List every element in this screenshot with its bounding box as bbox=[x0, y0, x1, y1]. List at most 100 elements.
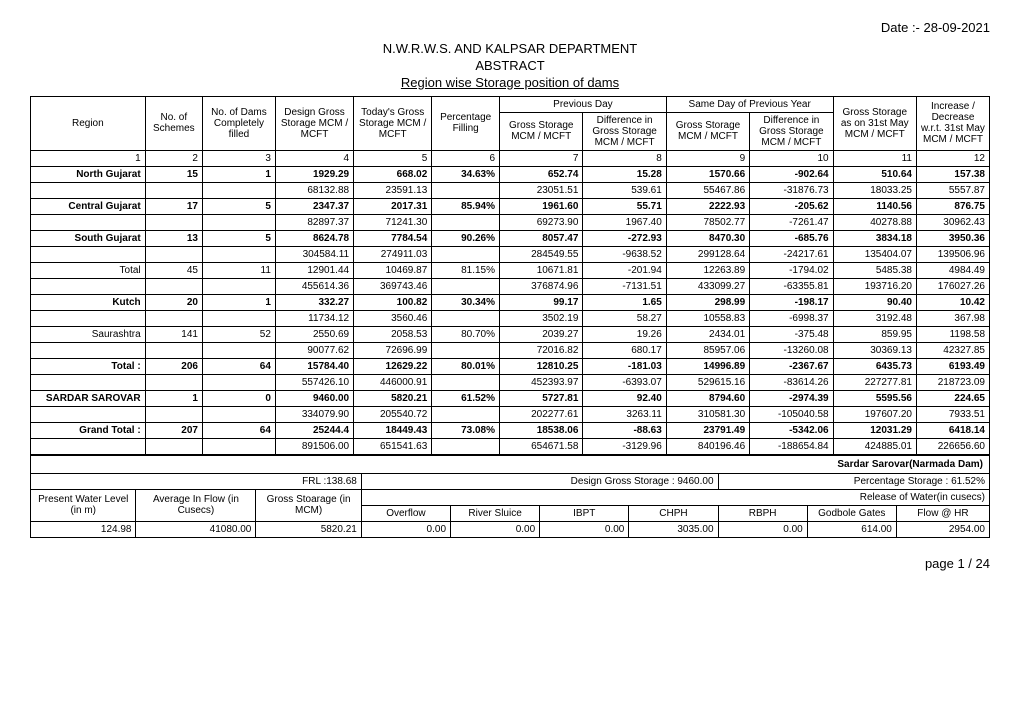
cell-c9: 299128.64 bbox=[666, 246, 749, 262]
cell-c11: 40278.88 bbox=[833, 214, 916, 230]
cell-c3 bbox=[202, 310, 275, 326]
cell-c9: 8470.30 bbox=[666, 230, 749, 246]
cell-c3: 64 bbox=[202, 422, 275, 438]
cell-region: Saurashtra bbox=[31, 326, 146, 342]
cell-c10: -685.76 bbox=[750, 230, 833, 246]
cell-c6 bbox=[432, 246, 500, 262]
ss-flowhr: 2954.00 bbox=[896, 521, 989, 537]
cell-c2: 141 bbox=[145, 326, 202, 342]
cell-c6: 80.70% bbox=[432, 326, 500, 342]
table-row: Total451112901.4410469.8781.15%10671.81-… bbox=[31, 262, 990, 278]
cell-c5: 369743.46 bbox=[354, 278, 432, 294]
cell-c2 bbox=[145, 342, 202, 358]
cell-c9: 310581.30 bbox=[666, 406, 749, 422]
cell-c12: 367.98 bbox=[916, 310, 989, 326]
hdr-region: Region bbox=[31, 96, 146, 150]
cell-c6 bbox=[432, 342, 500, 358]
cell-c3: 1 bbox=[202, 294, 275, 310]
cell-c5: 274911.03 bbox=[354, 246, 432, 262]
colnum: 4 bbox=[275, 150, 353, 166]
cell-c5: 10469.87 bbox=[354, 262, 432, 278]
table-row: Kutch201332.27100.8230.34%99.171.65298.9… bbox=[31, 294, 990, 310]
colnum: 10 bbox=[750, 150, 833, 166]
cell-c3 bbox=[202, 246, 275, 262]
cell-c8: 58.27 bbox=[583, 310, 666, 326]
cell-c4: 2550.69 bbox=[275, 326, 353, 342]
ss-godbole: 614.00 bbox=[807, 521, 896, 537]
ss-rbph: 0.00 bbox=[718, 521, 807, 537]
hdr-rbph: RBPH bbox=[718, 505, 807, 521]
cell-c6 bbox=[432, 182, 500, 198]
page-number: page 1 / 24 bbox=[30, 556, 990, 571]
report-date: Date :- 28-09-2021 bbox=[30, 20, 990, 35]
hdr-godbole: Godbole Gates bbox=[807, 505, 896, 521]
cell-c12: 5557.87 bbox=[916, 182, 989, 198]
hdr-ibpt: IBPT bbox=[540, 505, 629, 521]
cell-c6: 81.15% bbox=[432, 262, 500, 278]
cell-c11: 197607.20 bbox=[833, 406, 916, 422]
cell-c12: 30962.43 bbox=[916, 214, 989, 230]
cell-c9: 14996.89 bbox=[666, 358, 749, 374]
cell-c4: 1929.29 bbox=[275, 166, 353, 182]
cell-c10: -902.64 bbox=[750, 166, 833, 182]
table-row: North Gujarat1511929.29668.0234.63%652.7… bbox=[31, 166, 990, 182]
colnum: 7 bbox=[500, 150, 583, 166]
cell-region bbox=[31, 278, 146, 294]
cell-c10: -7261.47 bbox=[750, 214, 833, 230]
cell-c4: 25244.4 bbox=[275, 422, 353, 438]
cell-c12: 176027.26 bbox=[916, 278, 989, 294]
cell-c11: 5485.38 bbox=[833, 262, 916, 278]
cell-c2 bbox=[145, 310, 202, 326]
table-row: Saurashtra141522550.692058.5380.70%2039.… bbox=[31, 326, 990, 342]
hdr-gross-31may: Gross Storage as on 31st May MCM / MCFT bbox=[833, 96, 916, 150]
hdr-release: Release of Water(in cusecs) bbox=[361, 489, 989, 505]
cell-c7: 202277.61 bbox=[500, 406, 583, 422]
ss-inflow: 41080.00 bbox=[136, 521, 256, 537]
pct-storage-label: Percentage Storage : 61.52% bbox=[718, 473, 989, 489]
cell-c10: -2974.39 bbox=[750, 390, 833, 406]
hdr-chph: CHPH bbox=[629, 505, 718, 521]
title-abstract: ABSTRACT bbox=[30, 58, 990, 75]
cell-c9: 10558.83 bbox=[666, 310, 749, 326]
cell-c11: 5595.56 bbox=[833, 390, 916, 406]
cell-c4: 334079.90 bbox=[275, 406, 353, 422]
cell-c10: -24217.61 bbox=[750, 246, 833, 262]
cell-c11: 227277.81 bbox=[833, 374, 916, 390]
narmada-table: Sardar Sarovar(Narmada Dam) FRL :138.68 … bbox=[30, 455, 990, 538]
cell-c9: 23791.49 bbox=[666, 422, 749, 438]
hdr-prev-gross: Gross Storage MCM / MCFT bbox=[500, 112, 583, 150]
ss-chph: 3035.00 bbox=[629, 521, 718, 537]
cell-c10: -5342.06 bbox=[750, 422, 833, 438]
cell-c11: 3192.48 bbox=[833, 310, 916, 326]
hdr-prev-day: Previous Day bbox=[500, 96, 667, 112]
table-row: 334079.90205540.72202277.613263.11310581… bbox=[31, 406, 990, 422]
cell-c5: 5820.21 bbox=[354, 390, 432, 406]
cell-c2 bbox=[145, 278, 202, 294]
cell-c2: 13 bbox=[145, 230, 202, 246]
cell-c4: 2347.37 bbox=[275, 198, 353, 214]
cell-c11: 859.95 bbox=[833, 326, 916, 342]
title-subtitle: Region wise Storage position of dams bbox=[30, 75, 990, 92]
cell-region: South Gujarat bbox=[31, 230, 146, 246]
colnum: 5 bbox=[354, 150, 432, 166]
cell-region: Kutch bbox=[31, 294, 146, 310]
cell-c4: 68132.88 bbox=[275, 182, 353, 198]
cell-c9: 2222.93 bbox=[666, 198, 749, 214]
cell-c10: -63355.81 bbox=[750, 278, 833, 294]
cell-c3: 0 bbox=[202, 390, 275, 406]
cell-c8: -272.93 bbox=[583, 230, 666, 246]
cell-c12: 218723.09 bbox=[916, 374, 989, 390]
table-row: 891506.00651541.63654671.58-3129.9684019… bbox=[31, 438, 990, 454]
colnum: 8 bbox=[583, 150, 666, 166]
table-row: 68132.8823591.1323051.51539.6155467.86-3… bbox=[31, 182, 990, 198]
cell-c7: 69273.90 bbox=[500, 214, 583, 230]
main-table: Region No. of Schemes No. of Dams Comple… bbox=[30, 96, 990, 455]
cell-c10: -1794.02 bbox=[750, 262, 833, 278]
cell-c6: 73.08% bbox=[432, 422, 500, 438]
cell-c4: 9460.00 bbox=[275, 390, 353, 406]
cell-c3 bbox=[202, 438, 275, 454]
cell-region bbox=[31, 310, 146, 326]
ss-storage: 5820.21 bbox=[256, 521, 361, 537]
cell-c8: 92.40 bbox=[583, 390, 666, 406]
cell-c11: 424885.01 bbox=[833, 438, 916, 454]
